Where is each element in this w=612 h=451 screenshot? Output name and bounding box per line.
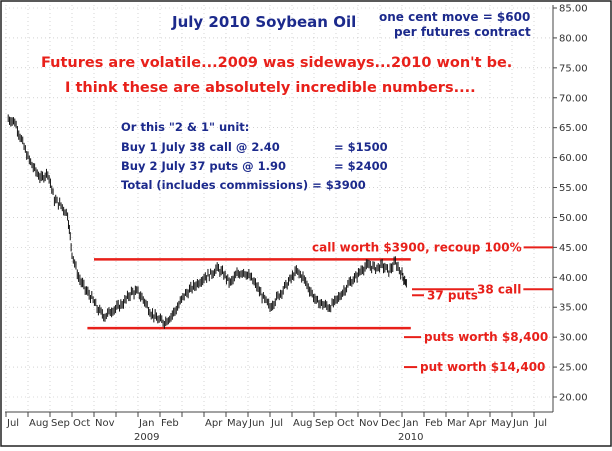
x-tick-label-10: May — [227, 418, 248, 429]
x-tick-label-1: Aug — [29, 418, 49, 429]
y-tick-label-0: 85.00 — [559, 4, 588, 15]
y-tick-label-12: 25.00 — [559, 363, 588, 374]
x-tick-label-9: Apr — [205, 418, 223, 429]
headline-line-2: I think these are absolutely incredible … — [65, 80, 476, 96]
trade-box-heading: Or this "2 & 1" unit: — [121, 120, 249, 134]
annotation-0: call worth $3900, recoup 100% — [312, 240, 522, 254]
x-tick-label-14: Sep — [315, 418, 334, 429]
x-tick-label-4: Nov — [95, 418, 115, 429]
trade-row-2-value: = $2400 — [334, 159, 388, 173]
x-tick-label-19: Feb — [425, 418, 443, 429]
trade-row-1-value: = $1500 — [334, 140, 388, 154]
headline-line-1: Futures are volatile...2009 was sideways… — [41, 55, 512, 71]
time-axis: Jul Aug Sep Oct Nov Jan Feb Apr May Jun Jul Aug Sep O… — [5, 412, 547, 443]
trade-row-1-label: Buy 1 July 38 call @ 2.40 — [121, 140, 280, 154]
trade-row-2-label: Buy 2 July 37 puts @ 1.90 — [121, 159, 286, 173]
x-tick-label-21: Apr — [469, 418, 487, 429]
x-tick-label-22: May — [491, 418, 512, 429]
price-axis: 85.00 80.00 75.00 70.00 65.00 60.00 55.00 50.00… — [553, 4, 588, 404]
x-tick-label-15: Oct — [337, 418, 354, 429]
subtitle-line-1: one cent move = $600 — [379, 10, 530, 24]
price-series — [7, 114, 407, 329]
y-tick-label-2: 75.00 — [559, 63, 588, 74]
y-tick-label-11: 30.00 — [559, 333, 588, 344]
y-tick-label-13: 20.00 — [559, 393, 588, 404]
chart-title: July 2010 Soybean Oil — [171, 13, 356, 31]
chart-grid — [5, 5, 553, 412]
x-tick-label-6: Jan — [138, 418, 154, 429]
x-tick-label-17: Dec — [381, 418, 400, 429]
year-label-1: 2010 — [398, 432, 423, 443]
x-tick-label-3: Oct — [73, 418, 90, 429]
x-tick-label-7: Feb — [161, 418, 179, 429]
x-tick-label-2: Sep — [51, 418, 70, 429]
x-tick-label-18: Jan — [402, 418, 418, 429]
price-levels — [87, 258, 411, 330]
y-tick-label-1: 80.00 — [559, 33, 588, 44]
x-tick-label-23: Jun — [512, 418, 529, 429]
annotation-2: 37 puts — [427, 288, 478, 302]
subtitle-line-2: per futures contract — [394, 25, 531, 39]
annotation-4: put worth $14,400 — [420, 360, 545, 374]
x-tick-label-13: Aug — [293, 418, 313, 429]
y-tick-label-9: 40.00 — [559, 273, 588, 284]
x-tick-label-12: Jul — [270, 418, 283, 429]
y-tick-label-4: 65.00 — [559, 123, 588, 134]
x-tick-label-0: Jul — [6, 418, 19, 429]
x-tick-label-20: Mar — [447, 418, 467, 429]
annotation-1: 38 call — [477, 282, 521, 296]
y-tick-label-3: 70.00 — [559, 93, 588, 104]
x-tick-label-11: Jun — [248, 418, 265, 429]
y-tick-label-5: 60.00 — [559, 153, 588, 164]
y-tick-label-6: 55.00 — [559, 183, 588, 194]
y-tick-label-7: 50.00 — [559, 213, 588, 224]
x-tick-label-24: Jul — [534, 418, 547, 429]
trade-row-3-label: Total (includes commissions) = $3900 — [121, 178, 366, 192]
y-tick-label-10: 35.00 — [559, 303, 588, 314]
year-label-0: 2009 — [134, 432, 159, 443]
annotation-3: puts worth $8,400 — [424, 330, 548, 344]
x-tick-label-16: Nov — [359, 418, 379, 429]
y-tick-label-8: 45.00 — [559, 243, 588, 254]
